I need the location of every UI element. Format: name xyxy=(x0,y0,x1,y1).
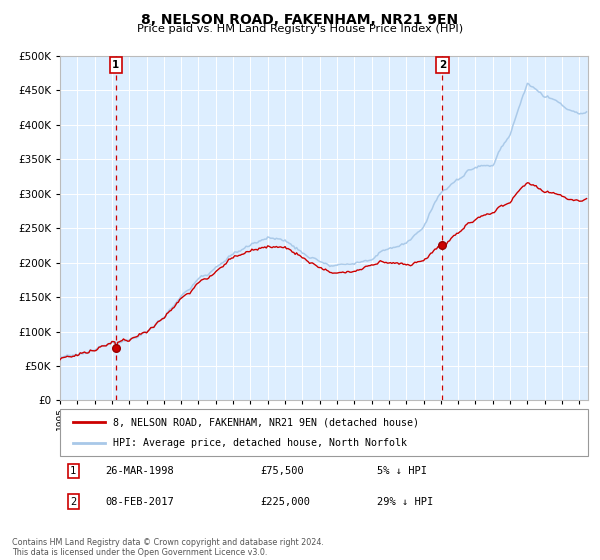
Text: £75,500: £75,500 xyxy=(260,466,304,476)
Text: 1: 1 xyxy=(112,60,119,70)
Text: 8, NELSON ROAD, FAKENHAM, NR21 9EN: 8, NELSON ROAD, FAKENHAM, NR21 9EN xyxy=(142,13,458,27)
Text: £225,000: £225,000 xyxy=(260,497,311,507)
Text: Price paid vs. HM Land Registry's House Price Index (HPI): Price paid vs. HM Land Registry's House … xyxy=(137,24,463,34)
Text: 5% ↓ HPI: 5% ↓ HPI xyxy=(377,466,427,476)
Text: 08-FEB-2017: 08-FEB-2017 xyxy=(105,497,173,507)
Text: 2: 2 xyxy=(439,60,446,70)
Text: HPI: Average price, detached house, North Norfolk: HPI: Average price, detached house, Nort… xyxy=(113,438,407,448)
Text: Contains HM Land Registry data © Crown copyright and database right 2024.
This d: Contains HM Land Registry data © Crown c… xyxy=(12,538,324,557)
Text: 8, NELSON ROAD, FAKENHAM, NR21 9EN (detached house): 8, NELSON ROAD, FAKENHAM, NR21 9EN (deta… xyxy=(113,417,419,427)
Text: 29% ↓ HPI: 29% ↓ HPI xyxy=(377,497,433,507)
Text: 1: 1 xyxy=(70,466,76,476)
Text: 2: 2 xyxy=(70,497,76,507)
Text: 26-MAR-1998: 26-MAR-1998 xyxy=(105,466,173,476)
